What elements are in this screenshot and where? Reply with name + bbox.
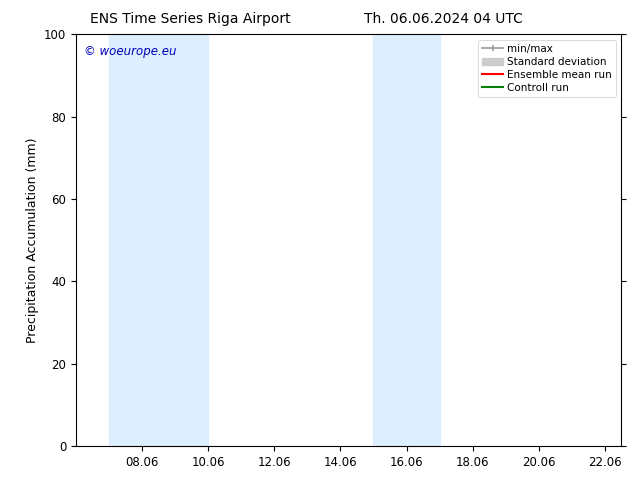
Bar: [373, 34, 439, 446]
Bar: [109, 34, 208, 446]
Text: Th. 06.06.2024 04 UTC: Th. 06.06.2024 04 UTC: [365, 12, 523, 26]
Y-axis label: Precipitation Accumulation (mm): Precipitation Accumulation (mm): [25, 137, 39, 343]
Legend: min/max, Standard deviation, Ensemble mean run, Controll run: min/max, Standard deviation, Ensemble me…: [478, 40, 616, 97]
Text: ENS Time Series Riga Airport: ENS Time Series Riga Airport: [90, 12, 290, 26]
Text: © woeurope.eu: © woeurope.eu: [84, 45, 177, 58]
